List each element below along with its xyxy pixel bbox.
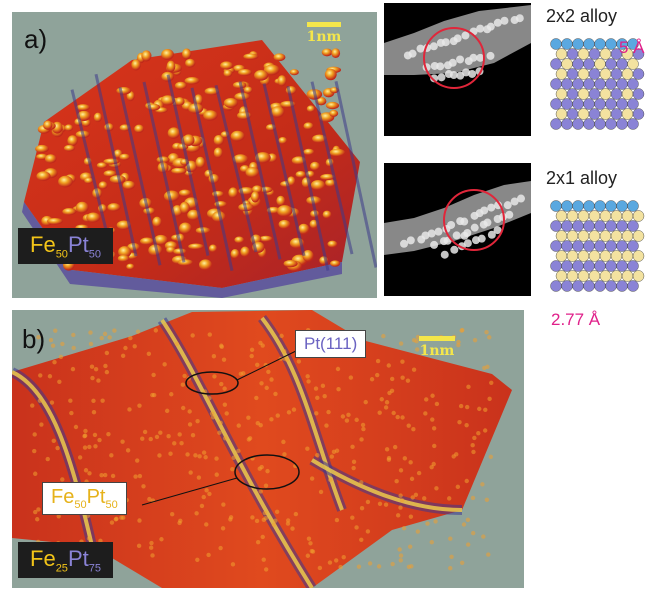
alloy-2x1-model — [550, 200, 645, 292]
panel-a-scale-bar: 1nm — [299, 22, 349, 45]
panel-a-surface — [22, 40, 377, 298]
panel-a-image: a) 1nm Fe50Pt50 — [12, 12, 377, 298]
panel-a-composition-label: Fe50Pt50 — [18, 228, 113, 265]
alloy-2x2-title: 2x2 alloy — [546, 6, 618, 26]
fe50pt50-region-marker — [234, 454, 300, 490]
alloy-2x1-title: 2x1 alloy — [546, 168, 618, 188]
panel-b-surface — [12, 310, 512, 588]
highlight-circle — [423, 27, 485, 89]
alloy-2x2-model — [550, 38, 645, 130]
panel-b-scale-bar: 1nm — [412, 336, 462, 359]
panel-a-scale-label: 1nm — [306, 29, 342, 45]
stm-image-2x1 — [384, 163, 531, 296]
pt111-callout: Pt(111) — [295, 330, 367, 358]
alloy-2x1-spacing: 2.77 Å — [551, 310, 601, 329]
pt111-region-marker — [185, 371, 239, 395]
panel-b-scale-label: 1nm — [419, 343, 455, 359]
panel-b-letter: b) — [22, 324, 46, 354]
panel-b-image: b) 1nm Pt(111) Fe50Pt50 Fe25Pt75 — [12, 310, 524, 588]
panel-a-letter: a) — [24, 24, 48, 54]
alloy-2x2-spacing: 5 Å — [619, 38, 645, 57]
panel-b-composition-label: Fe25Pt75 — [18, 542, 113, 579]
highlight-circle — [443, 189, 505, 251]
stm-image-2x2 — [384, 3, 531, 136]
fe50pt50-callout: Fe50Pt50 — [42, 482, 127, 515]
